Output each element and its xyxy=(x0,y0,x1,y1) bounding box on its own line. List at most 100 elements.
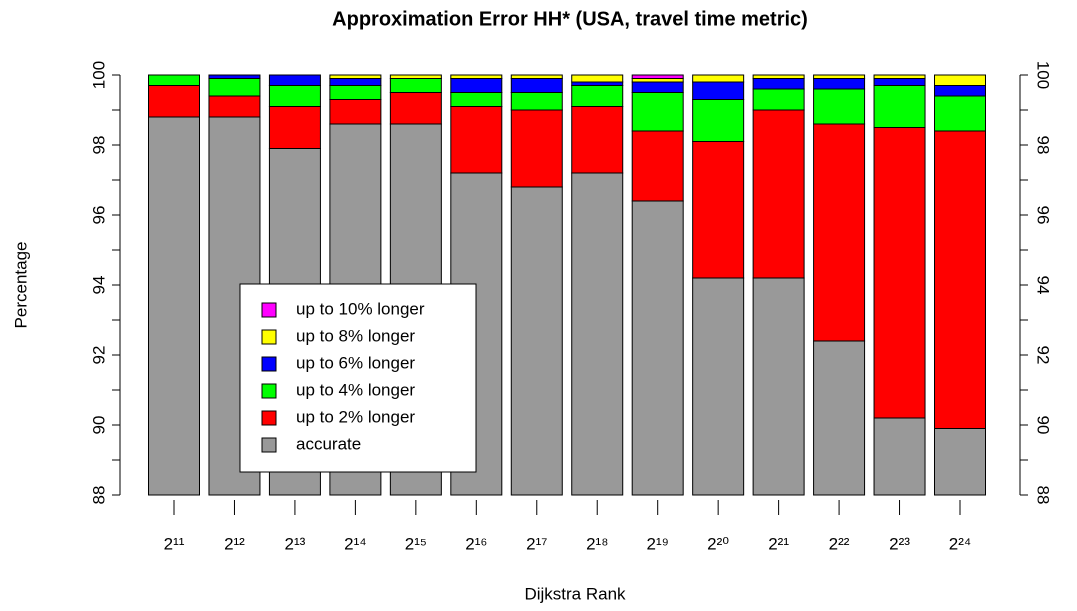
chart-title: Approximation Error HH* (USA, travel tim… xyxy=(332,8,808,30)
bar-segment xyxy=(450,92,503,107)
bar-segment xyxy=(813,78,866,90)
bar-segment xyxy=(752,78,805,90)
x-tick-label: 2¹⁶ xyxy=(465,534,487,553)
bar-segment xyxy=(631,74,684,79)
bar-segment xyxy=(692,99,745,142)
x-tick-label: 2¹⁵ xyxy=(405,534,427,553)
bar-segment xyxy=(631,81,684,93)
bar-segment xyxy=(148,74,200,86)
legend-label: up to 2% longer xyxy=(296,407,415,426)
legend-box xyxy=(239,283,477,473)
bar-segment xyxy=(631,78,684,83)
x-tick-label: 2¹² xyxy=(224,534,245,553)
bar-segment xyxy=(268,74,321,86)
bar-segment xyxy=(934,95,986,132)
bar-segment xyxy=(813,88,866,125)
bar-segment xyxy=(752,88,805,111)
y-tick-label: 96 xyxy=(89,206,108,225)
bar-segment xyxy=(752,74,805,79)
bar-segment xyxy=(208,78,261,97)
bar-segment xyxy=(389,78,442,93)
x-tick-label: 2¹¹ xyxy=(164,534,185,553)
x-tick-label: 2¹⁷ xyxy=(526,534,547,553)
y2-tick-label: 90 xyxy=(1034,416,1053,435)
bar-segment xyxy=(692,74,745,83)
y-tick-label: 100 xyxy=(89,61,108,89)
bar-segment xyxy=(329,78,382,86)
y2-tick-label: 96 xyxy=(1034,206,1053,225)
bar-segment xyxy=(631,130,684,202)
bar-segment xyxy=(692,141,745,279)
bar-segment xyxy=(813,340,866,496)
y-tick-label: 98 xyxy=(89,136,108,155)
bar-segment xyxy=(934,74,986,86)
bar-segment xyxy=(389,92,442,125)
bar-segment xyxy=(934,85,986,97)
legend-label: up to 10% longer xyxy=(296,299,425,318)
bar-segment xyxy=(510,92,563,111)
bar-segment xyxy=(329,85,382,100)
y-axis-label: Percentage xyxy=(11,242,30,329)
bar-segment xyxy=(329,74,382,79)
bar-segment xyxy=(813,123,866,342)
bar-segment xyxy=(692,81,745,100)
legend-swatch xyxy=(261,329,277,345)
x-tick-label: 2²² xyxy=(829,534,850,553)
x-tick-label: 2²³ xyxy=(889,534,910,553)
bar-segment xyxy=(692,277,745,496)
bar-segment xyxy=(329,99,382,125)
x-tick-label: 2²¹ xyxy=(768,534,789,553)
bar-segment xyxy=(752,109,805,279)
bar-segment xyxy=(571,172,624,496)
bar-segment xyxy=(510,74,563,79)
bar-segment xyxy=(268,85,321,107)
x-tick-label: 2¹⁹ xyxy=(646,534,668,553)
x-tick-label: 2¹⁴ xyxy=(344,534,366,553)
bar-segment xyxy=(934,428,986,496)
bar-segment xyxy=(813,74,866,79)
bar-segment xyxy=(873,85,926,128)
legend-label: up to 4% longer xyxy=(296,380,415,399)
legend-swatch xyxy=(261,302,277,318)
bar-segment xyxy=(873,74,926,79)
x-tick-label: 2²⁴ xyxy=(949,534,971,553)
bar-segment xyxy=(450,74,503,79)
bar-segment xyxy=(510,186,563,496)
x-tick-label: 2¹³ xyxy=(285,534,306,553)
y-tick-label: 90 xyxy=(89,416,108,435)
bar-segment xyxy=(208,74,261,79)
y2-tick-label: 100 xyxy=(1034,61,1053,89)
bar-segment xyxy=(208,95,261,118)
legend-label: up to 8% longer xyxy=(296,326,415,345)
y2-tick-label: 88 xyxy=(1034,486,1053,505)
bar-segment xyxy=(631,200,684,496)
bar-segment xyxy=(571,85,624,107)
legend-label: up to 6% longer xyxy=(296,353,415,372)
bar-segment xyxy=(571,106,624,174)
bar-segment xyxy=(571,81,624,86)
y2-tick-label: 94 xyxy=(1034,276,1053,295)
y2-tick-label: 98 xyxy=(1034,136,1053,155)
legend-swatch xyxy=(261,437,277,453)
bar-segment xyxy=(450,106,503,174)
bar-segment xyxy=(510,78,563,93)
y-tick-label: 94 xyxy=(89,276,108,295)
x-tick-label: 2²⁰ xyxy=(707,534,729,553)
bar-segment xyxy=(148,85,200,118)
legend-label: accurate xyxy=(296,434,361,453)
bar-segment xyxy=(873,417,926,496)
x-axis-label: Dijkstra Rank xyxy=(524,584,626,603)
bar-segment xyxy=(510,109,563,188)
bar-segment xyxy=(873,78,926,86)
bar-segment xyxy=(389,74,442,79)
bar-segment xyxy=(752,277,805,496)
y-tick-label: 88 xyxy=(89,486,108,505)
bar-segment xyxy=(450,78,503,93)
y2-tick-label: 92 xyxy=(1034,346,1053,365)
y-tick-label: 92 xyxy=(89,346,108,365)
x-tick-label: 2¹⁸ xyxy=(586,534,608,553)
legend-swatch xyxy=(261,356,277,372)
bar-segment xyxy=(268,106,321,149)
bar-segment xyxy=(934,130,986,429)
